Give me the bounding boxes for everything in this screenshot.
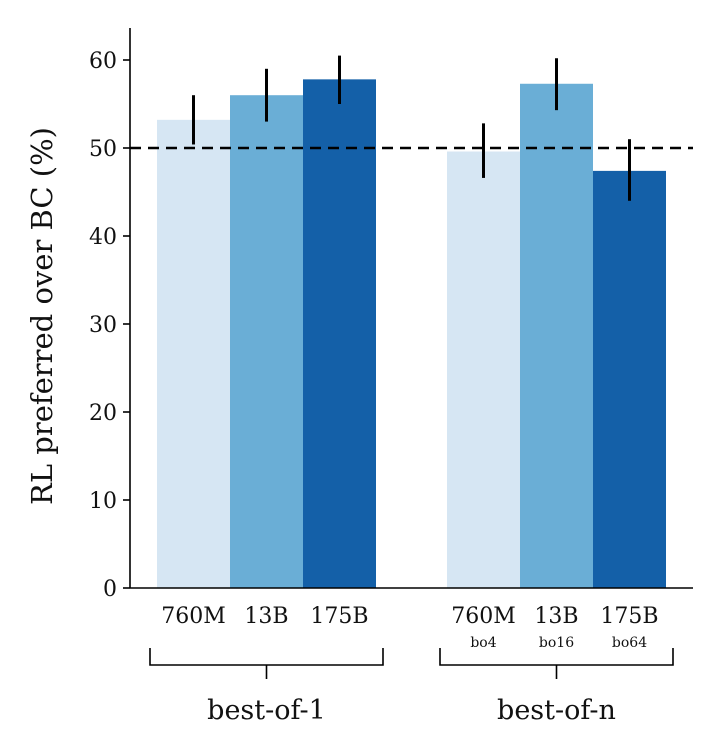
bar-best-of-n-760M bbox=[447, 151, 520, 588]
x-tick-label-best-of-n-175B: 175B bbox=[600, 604, 658, 629]
bar-best-of-n-175B bbox=[593, 170, 666, 588]
y-tick-label-50: 50 bbox=[89, 137, 117, 162]
group-label-best-of-n: best-of-n bbox=[497, 695, 616, 726]
y-tick-label-10: 10 bbox=[89, 489, 117, 514]
x-tick-label-best-of-n-760M: 760M bbox=[451, 604, 516, 629]
error-bars-layer bbox=[192, 55, 631, 201]
bracket-best-of-1 bbox=[149, 648, 384, 679]
group-label-best-of-1: best-of-1 bbox=[207, 695, 326, 726]
x-tick-label-best-of-n-13B: 13B bbox=[534, 604, 578, 629]
y-axis-label: RL preferred over BC (%) bbox=[25, 127, 59, 505]
y-tick-label-0: 0 bbox=[103, 577, 117, 602]
y-tick-label-30: 30 bbox=[89, 313, 117, 338]
y-ticks: 0 10 20 30 40 50 60 bbox=[89, 49, 130, 602]
x-tick-label-best-of-1-175B: 175B bbox=[310, 604, 368, 629]
x-tick-sublabel-best-of-n-13B: bo16 bbox=[539, 635, 574, 651]
y-tick-label-40: 40 bbox=[89, 225, 117, 250]
bar-best-of-n-13B bbox=[520, 83, 593, 588]
y-tick-label-60: 60 bbox=[89, 49, 117, 74]
bar-best-of-1-13B bbox=[230, 95, 303, 588]
x-tick-sublabel-best-of-n-760M: bo4 bbox=[470, 635, 496, 651]
group-brackets: best-of-1 best-of-n bbox=[149, 648, 674, 726]
x-tick-sublabel-best-of-n-175B: bo64 bbox=[612, 635, 647, 651]
y-tick-label-20: 20 bbox=[89, 401, 117, 426]
bars-layer bbox=[157, 79, 666, 589]
bar-best-of-1-175B bbox=[303, 79, 376, 589]
bar-best-of-1-760M bbox=[157, 119, 230, 588]
bracket-best-of-n bbox=[439, 648, 674, 679]
x-tick-label-best-of-1-13B: 13B bbox=[244, 604, 288, 629]
x-ticks: 760M 13B 175B 760M bo4 13B bo16 175B bo64 bbox=[161, 604, 658, 651]
x-tick-label-best-of-1-760M: 760M bbox=[161, 604, 226, 629]
